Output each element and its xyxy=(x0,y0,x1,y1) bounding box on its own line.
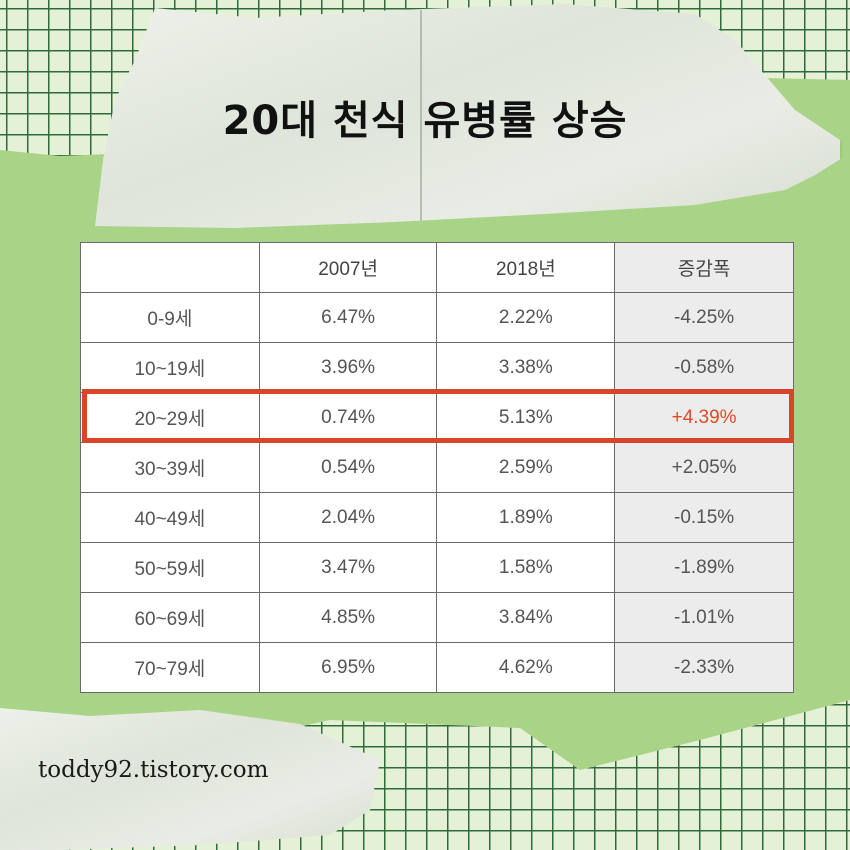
value-2007-cell: 0.54% xyxy=(258,442,438,493)
change-cell: -1.89% xyxy=(614,542,794,593)
prevalence-table: 2007년 2018년 증감폭 0-9세 6.47% 2.22% -4.25% … xyxy=(80,242,794,693)
value-2018-cell: 4.62% xyxy=(436,642,616,693)
age-group-cell: 60~69세 xyxy=(80,592,260,643)
value-2018-cell: 2.59% xyxy=(436,442,616,493)
table-row: 0-9세 6.47% 2.22% -4.25% xyxy=(80,292,794,343)
age-group-cell: 40~49세 xyxy=(80,492,260,543)
page-title: 20대 천식 유병률 상승 xyxy=(222,98,628,144)
header-empty-cell xyxy=(80,242,260,293)
value-2007-cell: 3.96% xyxy=(258,342,438,393)
value-2007-cell: 3.47% xyxy=(258,542,438,593)
age-group-cell: 0-9세 xyxy=(80,292,260,343)
value-2018-cell: 1.89% xyxy=(436,492,616,543)
change-cell: +4.39% xyxy=(614,392,794,443)
age-group-cell: 50~59세 xyxy=(80,542,260,593)
age-group-cell: 20~29세 xyxy=(80,392,260,443)
table-row: 60~69세 4.85% 3.84% -1.01% xyxy=(80,592,794,643)
header-change: 증감폭 xyxy=(614,242,794,293)
value-2018-cell: 3.84% xyxy=(436,592,616,643)
table-row: 40~49세 2.04% 1.89% -0.15% xyxy=(80,492,794,543)
torn-paper-bottom xyxy=(0,708,380,850)
change-cell: -1.01% xyxy=(614,592,794,643)
change-cell: -0.15% xyxy=(614,492,794,543)
change-cell: -2.33% xyxy=(614,642,794,693)
age-group-cell: 70~79세 xyxy=(80,642,260,693)
value-2018-cell: 1.58% xyxy=(436,542,616,593)
header-2018: 2018년 xyxy=(436,242,616,293)
table-row: 10~19세 3.96% 3.38% -0.58% xyxy=(80,342,794,393)
site-url: toddy92.tistory.com xyxy=(38,757,269,783)
age-group-cell: 30~39세 xyxy=(80,442,260,493)
table-header-row: 2007년 2018년 증감폭 xyxy=(80,242,794,293)
value-2018-cell: 3.38% xyxy=(436,342,616,393)
table-row: 30~39세 0.54% 2.59% +2.05% xyxy=(80,442,794,493)
table-row: 50~59세 3.47% 1.58% -1.89% xyxy=(80,542,794,593)
value-2007-cell: 2.04% xyxy=(258,492,438,543)
value-2007-cell: 6.95% xyxy=(258,642,438,693)
age-group-cell: 10~19세 xyxy=(80,342,260,393)
header-2007: 2007년 xyxy=(258,242,438,293)
value-2018-cell: 2.22% xyxy=(436,292,616,343)
value-2007-cell: 0.74% xyxy=(258,392,438,443)
change-cell: -0.58% xyxy=(614,342,794,393)
table-row-highlighted: 20~29세 0.74% 5.13% +4.39% xyxy=(80,392,794,443)
value-2007-cell: 4.85% xyxy=(258,592,438,643)
value-2018-cell: 5.13% xyxy=(436,392,616,443)
value-2007-cell: 6.47% xyxy=(258,292,438,343)
change-cell: -4.25% xyxy=(614,292,794,343)
change-cell: +2.05% xyxy=(614,442,794,493)
table-row: 70~79세 6.95% 4.62% -2.33% xyxy=(80,642,794,693)
torn-paper-top xyxy=(95,4,840,228)
